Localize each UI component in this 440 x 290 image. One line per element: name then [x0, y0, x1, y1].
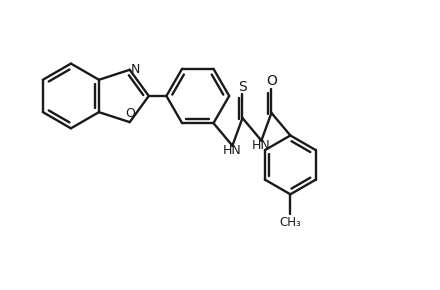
Text: O: O — [266, 75, 277, 88]
Text: HN: HN — [223, 144, 242, 157]
Text: O: O — [125, 107, 135, 120]
Text: S: S — [238, 79, 247, 93]
Text: CH₃: CH₃ — [279, 216, 301, 229]
Text: N: N — [131, 63, 140, 76]
Text: HN: HN — [252, 139, 271, 152]
